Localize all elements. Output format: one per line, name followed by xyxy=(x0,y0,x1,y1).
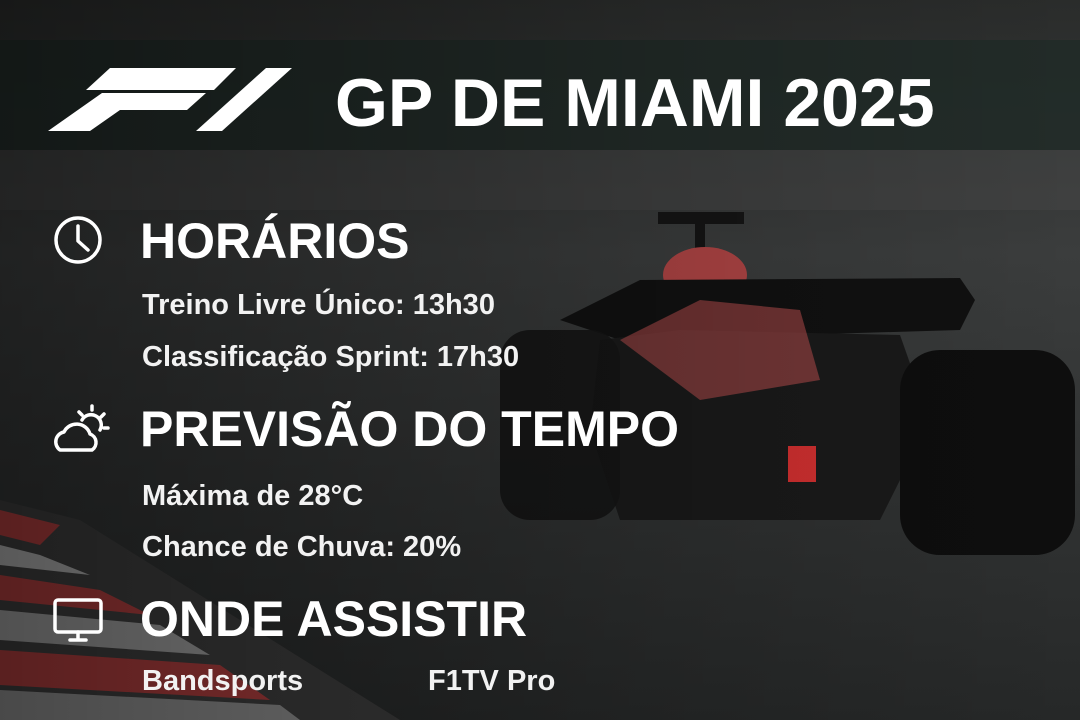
weather-item: Chance de Chuva: 20% xyxy=(142,531,461,563)
page-title: GP DE MIAMI 2025 xyxy=(335,65,935,141)
tv-icon xyxy=(53,598,103,642)
f1-logo xyxy=(48,68,292,131)
weather-icon xyxy=(54,404,110,452)
broadcaster: F1TV Pro xyxy=(428,665,555,697)
section-title: HORÁRIOS xyxy=(140,213,409,269)
broadcaster: Bandsports xyxy=(142,665,303,697)
section-title: ONDE ASSISTIR xyxy=(140,591,527,647)
schedule-item: Classificação Sprint: 17h30 xyxy=(142,341,519,373)
schedule-item: Treino Livre Único: 13h30 xyxy=(142,287,495,321)
weather-item: Máxima de 28°C xyxy=(142,480,363,512)
section-title: PREVISÃO DO TEMPO xyxy=(140,401,679,457)
clock-icon xyxy=(54,216,102,264)
